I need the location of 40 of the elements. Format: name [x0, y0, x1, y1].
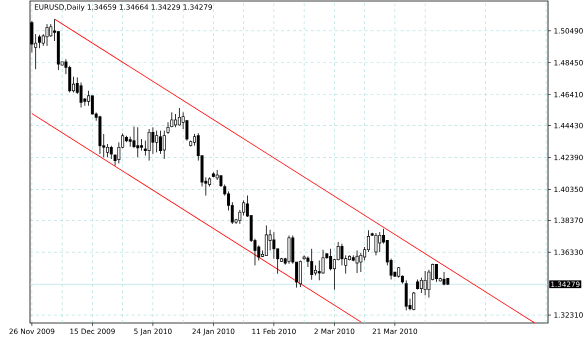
candlestick: [424, 270, 427, 296]
candlestick: [434, 264, 438, 282]
candlestick: [151, 126, 154, 154]
candlestick: [397, 266, 400, 278]
candlestick: [298, 260, 302, 288]
candlestick: [38, 34, 41, 49]
candlestick: [310, 248, 314, 280]
candlestick: [80, 82, 83, 108]
candlestick: [356, 250, 359, 274]
candlestick: [170, 112, 174, 128]
candlestick: [174, 114, 178, 128]
candlestick: [374, 232, 378, 256]
candlestick: [106, 144, 109, 158]
candlestick: [178, 108, 181, 126]
candlestick: [314, 264, 317, 276]
candlestick: [412, 291, 416, 311]
candlestick: [416, 279, 420, 290]
candlestick: [322, 249, 325, 274]
candlestick: [132, 126, 136, 148]
candlestick: [442, 272, 446, 286]
candlestick: [318, 260, 321, 281]
candlestick: [420, 277, 423, 294]
candlestick: [136, 126, 140, 158]
candlestick: [166, 122, 170, 134]
candlestick: [158, 130, 162, 154]
candlestick: [264, 225, 268, 256]
candlestick: [110, 145, 113, 160]
candlestick: [404, 280, 408, 311]
candlestick: [340, 243, 344, 266]
candlestick: [288, 235, 290, 264]
candlestick: [329, 248, 332, 271]
candlestick: [148, 128, 151, 161]
candlestick: [155, 130, 158, 153]
candlestick: [140, 138, 144, 151]
candlestick: [208, 176, 212, 187]
candlestick: [272, 232, 276, 260]
candlestick: [90, 95, 94, 116]
candlestick: [162, 130, 166, 160]
candlestick: [185, 120, 188, 141]
candlestick: [46, 24, 49, 46]
